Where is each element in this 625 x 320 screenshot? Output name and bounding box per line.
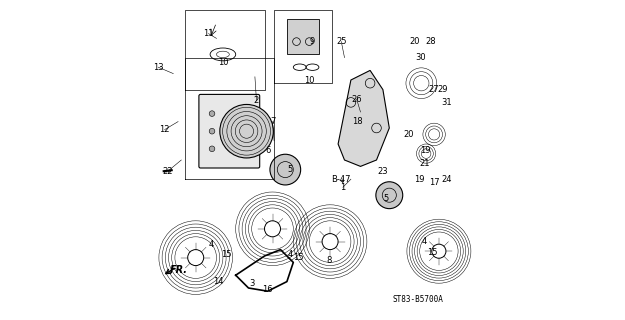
Circle shape: [209, 128, 215, 134]
Text: 12: 12: [159, 125, 170, 134]
Text: 13: 13: [153, 63, 164, 72]
Circle shape: [270, 154, 301, 185]
Text: 10: 10: [217, 58, 228, 67]
Text: 4: 4: [209, 240, 214, 249]
Text: 5: 5: [384, 194, 389, 203]
Text: 19: 19: [420, 146, 431, 155]
Text: 4: 4: [422, 237, 427, 246]
Text: 2: 2: [254, 96, 259, 105]
Text: 26: 26: [351, 95, 362, 104]
Text: 7: 7: [270, 117, 275, 126]
Text: 9: 9: [310, 37, 315, 46]
Text: 11: 11: [203, 29, 214, 38]
Text: 23: 23: [377, 167, 388, 176]
Text: 15: 15: [293, 253, 303, 262]
Text: 8: 8: [326, 256, 332, 265]
Circle shape: [376, 182, 402, 209]
Text: ST83-B5700A: ST83-B5700A: [392, 295, 444, 304]
Text: 27: 27: [428, 85, 439, 94]
Text: B-47: B-47: [331, 175, 351, 184]
Text: 14: 14: [213, 277, 223, 286]
Text: 31: 31: [442, 98, 452, 107]
Text: 17: 17: [429, 178, 440, 187]
Text: 22: 22: [162, 167, 173, 176]
Polygon shape: [287, 19, 319, 54]
Text: 29: 29: [438, 85, 448, 94]
Text: 4: 4: [288, 250, 292, 259]
Text: 21: 21: [420, 159, 431, 168]
Text: FR.: FR.: [170, 265, 188, 276]
Text: 15: 15: [428, 248, 438, 257]
Text: 6: 6: [265, 146, 271, 155]
Text: 10: 10: [304, 76, 314, 84]
Polygon shape: [338, 70, 389, 166]
Text: 15: 15: [221, 250, 231, 259]
Text: 24: 24: [442, 175, 452, 184]
Circle shape: [209, 111, 215, 116]
Text: 30: 30: [416, 53, 426, 62]
Text: 19: 19: [414, 175, 425, 184]
Circle shape: [209, 146, 215, 152]
Text: 5: 5: [288, 165, 292, 174]
FancyBboxPatch shape: [199, 94, 260, 168]
Text: 20: 20: [409, 37, 420, 46]
Circle shape: [220, 104, 273, 158]
Text: 1: 1: [340, 183, 346, 192]
Text: 25: 25: [336, 37, 346, 46]
Text: 16: 16: [262, 285, 273, 294]
Text: 18: 18: [352, 117, 362, 126]
Text: 28: 28: [426, 37, 436, 46]
Text: 3: 3: [249, 279, 254, 288]
Text: 20: 20: [403, 130, 414, 139]
